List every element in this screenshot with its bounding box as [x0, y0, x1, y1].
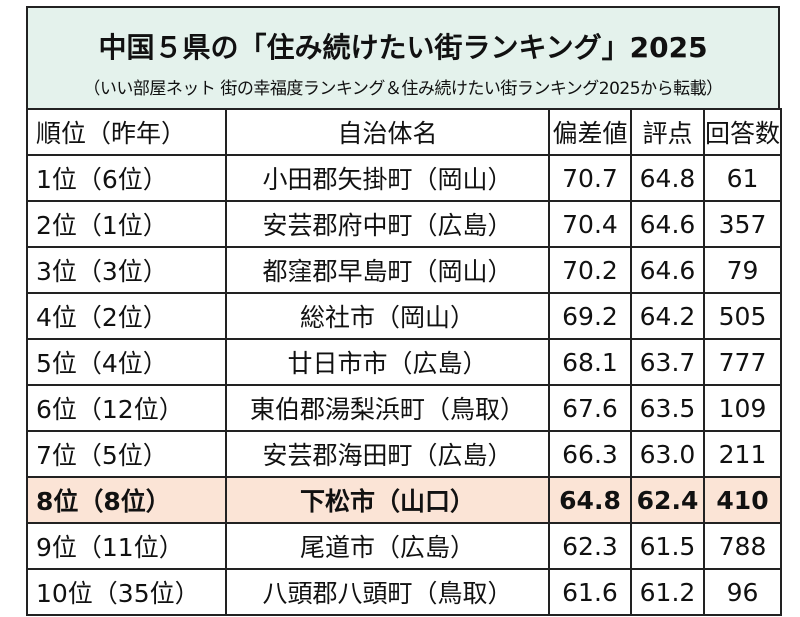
column-header: 回答数	[703, 108, 782, 156]
table-cell: 505	[703, 292, 782, 340]
table-cell: 62.3	[548, 522, 632, 570]
table-cell: 63.5	[630, 384, 705, 432]
column-header: 評点	[630, 108, 705, 156]
table-cell: 61.6	[548, 568, 632, 616]
table-row: 10位（35位） 八頭郡八頭町（鳥取） 61.6 61.2 96	[26, 568, 782, 616]
table-cell: 都窪郡早島町（岡山）	[225, 246, 550, 294]
table-cell: 63.7	[630, 338, 705, 386]
table-row: 4位（2位） 総社市（岡山） 69.2 64.2 505	[26, 292, 782, 340]
table-cell: 64.8	[548, 476, 632, 524]
table-cell: 尾道市（広島）	[225, 522, 550, 570]
table-cell: 安芸郡海田町（広島）	[225, 430, 550, 478]
ranking-table: 順位（昨年） 自治体名 偏差値 評点 回答数 1位（6位） 小田郡矢掛町（岡山） 70.7 64…	[26, 108, 782, 616]
table-cell: 安芸郡府中町（広島）	[225, 200, 550, 248]
table-row: 3位（3位） 都窪郡早島町（岡山） 70.2 64.6 79	[26, 246, 782, 294]
table-cell: 東伯郡湯梨浜町（鳥取）	[225, 384, 550, 432]
table-cell: 70.4	[548, 200, 632, 248]
table-cell: 66.3	[548, 430, 632, 478]
subtitle: （いい部屋ネット 街の幸福度ランキング＆住み続けたい街ランキング2025から転載…	[83, 79, 723, 99]
table-cell: 下松市（山口）	[225, 476, 550, 524]
table-cell: 61.2	[630, 568, 705, 616]
table-cell: 70.2	[548, 246, 632, 294]
table-row: 1位（6位） 小田郡矢掛町（岡山） 70.7 64.8 61	[26, 154, 782, 202]
ranking-card: 中国５県の「住み続けたい街ランキング」2025 （いい部屋ネット 街の幸福度ラン…	[26, 6, 782, 616]
table-cell: 64.6	[630, 246, 705, 294]
table-cell: 96	[703, 568, 782, 616]
table-cell: 8位（8位）	[26, 476, 227, 524]
table-row: 9位（11位） 尾道市（広島） 62.3 61.5 788	[26, 522, 782, 570]
column-header: 自治体名	[225, 108, 550, 156]
table-cell: 7位（5位）	[26, 430, 227, 478]
column-header: 偏差値	[548, 108, 632, 156]
table-cell: 64.8	[630, 154, 705, 202]
header: 中国５県の「住み続けたい街ランキング」2025 （いい部屋ネット 街の幸福度ラン…	[26, 6, 780, 108]
table-cell: 64.2	[630, 292, 705, 340]
table-cell: 4位（2位）	[26, 292, 227, 340]
table-cell: 68.1	[548, 338, 632, 386]
table-cell: 69.2	[548, 292, 632, 340]
table-cell: 777	[703, 338, 782, 386]
table-cell: 62.4	[630, 476, 705, 524]
column-header: 順位（昨年）	[26, 108, 227, 156]
table-row: 8位（8位） 下松市（山口） 64.8 62.4 410	[26, 476, 782, 524]
table-cell: 9位（11位）	[26, 522, 227, 570]
table-cell: 357	[703, 200, 782, 248]
table-cell: 70.7	[548, 154, 632, 202]
table-row: 2位（1位） 安芸郡府中町（広島） 70.4 64.6 357	[26, 200, 782, 248]
table-cell: 64.6	[630, 200, 705, 248]
table-cell: 総社市（岡山）	[225, 292, 550, 340]
table-cell: 67.6	[548, 384, 632, 432]
table-cell: 10位（35位）	[26, 568, 227, 616]
table-cell: 79	[703, 246, 782, 294]
table-row: 5位（4位） 廿日市市（広島） 68.1 63.7 777	[26, 338, 782, 386]
table-row: 7位（5位） 安芸郡海田町（広島） 66.3 63.0 211	[26, 430, 782, 478]
table-cell: 廿日市市（広島）	[225, 338, 550, 386]
title: 中国５県の「住み続けたい街ランキング」2025	[98, 31, 708, 64]
header-row: 順位（昨年） 自治体名 偏差値 評点 回答数	[26, 108, 782, 156]
table-cell: 1位（6位）	[26, 154, 227, 202]
table-cell: 109	[703, 384, 782, 432]
table-cell: 410	[703, 476, 782, 524]
table-cell: 3位（3位）	[26, 246, 227, 294]
table-body: 順位（昨年） 自治体名 偏差値 評点 回答数 1位（6位） 小田郡矢掛町（岡山） 70.7 64…	[26, 108, 782, 616]
table-cell: 211	[703, 430, 782, 478]
table-cell: 6位（12位）	[26, 384, 227, 432]
table-cell: 788	[703, 522, 782, 570]
table-cell: 63.0	[630, 430, 705, 478]
table-cell: 61.5	[630, 522, 705, 570]
table-row: 6位（12位） 東伯郡湯梨浜町（鳥取） 67.6 63.5 109	[26, 384, 782, 432]
table-cell: 小田郡矢掛町（岡山）	[225, 154, 550, 202]
table-cell: 八頭郡八頭町（鳥取）	[225, 568, 550, 616]
table-cell: 61	[703, 154, 782, 202]
table-cell: 2位（1位）	[26, 200, 227, 248]
table-cell: 5位（4位）	[26, 338, 227, 386]
